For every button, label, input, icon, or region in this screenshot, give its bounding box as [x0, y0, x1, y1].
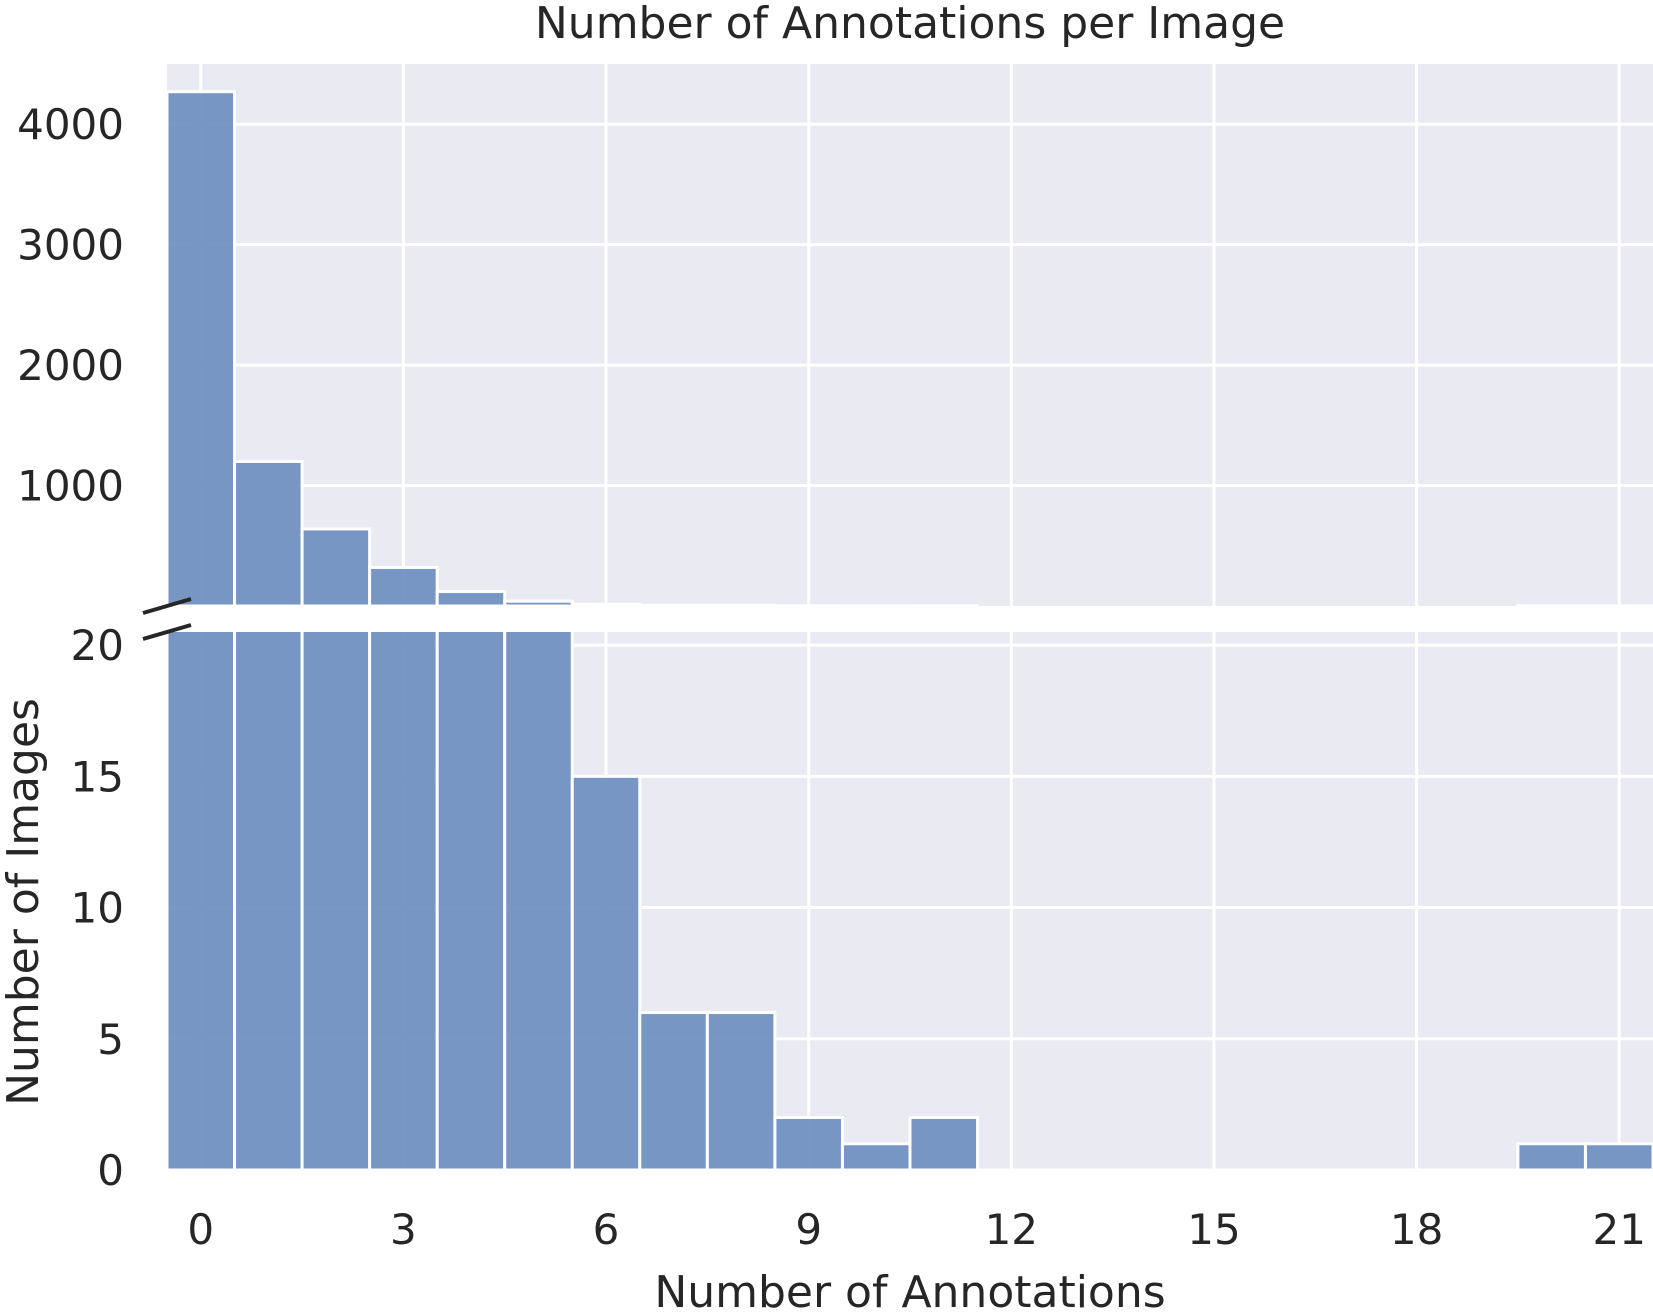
upper-panel: 1000 2000 3000 4000: [17, 64, 1653, 606]
lower-y-tick-label: 15: [71, 752, 124, 801]
upper-bars: [167, 90, 1653, 606]
x-tick-label: 0: [187, 1205, 214, 1254]
x-tick-label: 18: [1390, 1205, 1443, 1254]
lower-bar: [1583, 1142, 1653, 1170]
axis-break-marks: [142, 597, 192, 641]
lower-bar: [435, 632, 507, 1170]
lower-bar: [167, 632, 237, 1170]
x-tick-label: 9: [795, 1205, 822, 1254]
lower-y-tick-label: 5: [97, 1015, 124, 1064]
lower-bar: [1516, 1142, 1587, 1170]
lower-panel: 0 5 10 15 20: [71, 621, 1653, 1195]
x-tick-label: 21: [1593, 1205, 1646, 1254]
upper-bar: [705, 603, 777, 606]
lower-bar: [233, 632, 304, 1170]
upper-plot-background: [167, 64, 1653, 606]
break-mark: [142, 597, 192, 615]
upper-y-tick-label: 1000: [17, 462, 124, 511]
lower-bars: [167, 632, 1653, 1170]
x-axis-ticks: 0 3 6 9 12 15 18 21: [187, 1205, 1646, 1254]
upper-bar: [368, 565, 439, 606]
lower-bar: [908, 1116, 980, 1170]
chart-title: Number of Annotations per Image: [535, 0, 1285, 49]
lower-bar: [570, 774, 642, 1170]
upper-y-tick-label: 3000: [17, 221, 124, 270]
x-tick-label: 12: [985, 1205, 1038, 1254]
x-tick-label: 15: [1187, 1205, 1240, 1254]
lower-bar: [368, 632, 439, 1170]
y-axis-label: Number of Images: [0, 698, 49, 1106]
break-mark: [142, 623, 192, 641]
lower-bar: [773, 1116, 844, 1170]
upper-bar: [167, 90, 237, 606]
lower-bar: [503, 632, 574, 1170]
upper-bar: [435, 590, 507, 606]
upper-bar: [233, 459, 304, 606]
lower-bar: [300, 632, 372, 1170]
lower-y-tick-label: 20: [71, 621, 124, 670]
upper-y-tick-label: 2000: [17, 341, 124, 390]
x-tick-label: 6: [593, 1205, 620, 1254]
lower-bar: [638, 1011, 709, 1170]
x-axis-label: Number of Annotations: [654, 1267, 1165, 1313]
upper-bar: [570, 602, 642, 606]
lower-bar: [705, 1011, 777, 1170]
upper-bar: [300, 527, 372, 606]
upper-bar: [503, 599, 574, 606]
lower-y-tick-label: 10: [71, 884, 124, 933]
lower-y-tick-label: 0: [97, 1146, 124, 1195]
lower-bar: [840, 1142, 912, 1170]
x-tick-label: 3: [390, 1205, 417, 1254]
upper-bar: [638, 603, 709, 606]
upper-y-tick-label: 4000: [17, 100, 124, 149]
